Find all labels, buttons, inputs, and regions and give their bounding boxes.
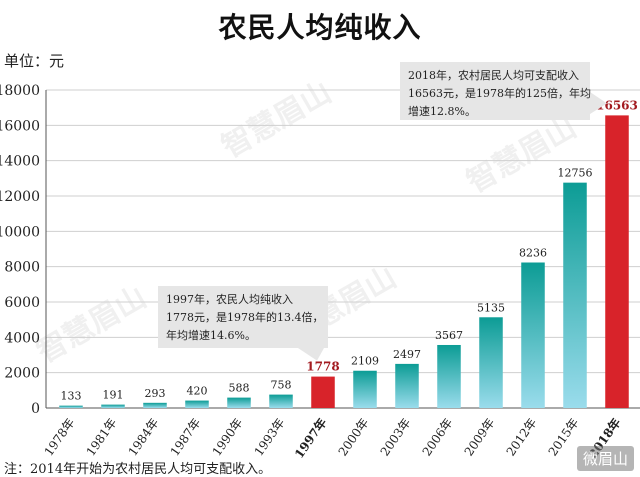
- bar: [395, 363, 419, 408]
- bar: [563, 182, 587, 408]
- x-tick-label: 2006年: [420, 416, 456, 459]
- bar: [437, 344, 461, 408]
- y-tick-label: 16000: [0, 118, 40, 134]
- x-tick-label: 1984年: [126, 416, 162, 459]
- data-label: 2497: [393, 348, 421, 361]
- bar: [101, 404, 125, 408]
- y-tick-label: 6000: [4, 295, 40, 311]
- unit-label: 单位：元: [4, 52, 65, 70]
- x-tick-label: 2003年: [378, 416, 414, 459]
- callout-text: 增速12.8%。: [408, 104, 476, 118]
- y-tick-label: 0: [31, 401, 40, 417]
- chart-title: 农民人均纯收入: [218, 11, 422, 44]
- x-tick-label: 1987年: [168, 416, 204, 459]
- bar: [269, 394, 293, 408]
- x-tick-label: 1990年: [210, 416, 246, 459]
- footnote: 注：2014年开始为农村居民人均可支配收入。: [4, 462, 272, 477]
- y-tick-label: 2000: [4, 366, 40, 382]
- y-tick-label: 14000: [0, 154, 40, 170]
- x-tick-label: 1993年: [252, 416, 288, 459]
- data-label: 758: [271, 379, 292, 392]
- y-tick-label: 18000: [0, 83, 40, 99]
- data-label: 12756: [558, 167, 593, 180]
- bar: [479, 317, 503, 408]
- x-tick-label: 2012年: [504, 416, 540, 459]
- x-tick-label: 2000年: [336, 416, 372, 459]
- bar: [521, 262, 545, 408]
- brand-badge: 微眉山: [576, 446, 634, 471]
- bar: [185, 400, 209, 408]
- y-tick-label: 12000: [0, 189, 40, 205]
- bar: [59, 405, 83, 408]
- data-label: 5135: [477, 301, 505, 314]
- data-label: 16563: [596, 98, 638, 112]
- data-label: 3567: [435, 329, 463, 342]
- x-tick-label: 1997年: [291, 415, 329, 461]
- bar: [311, 376, 335, 408]
- x-tick-label: 1981年: [84, 416, 120, 459]
- y-tick-label: 4000: [4, 330, 40, 346]
- callout-box: [158, 286, 328, 348]
- callout-box: [400, 62, 590, 120]
- data-label: 191: [103, 389, 124, 402]
- y-tick-label: 10000: [0, 224, 40, 240]
- data-label: 420: [187, 385, 208, 398]
- bar: [353, 370, 377, 408]
- data-label: 133: [61, 390, 82, 403]
- callout-text: 1778元，是1978年的13.4倍，: [166, 310, 323, 324]
- x-tick-label: 1978年: [42, 416, 78, 459]
- data-label: 588: [229, 382, 250, 395]
- callout-text: 1997年，农民人均纯收入: [166, 292, 293, 306]
- y-tick-label: 8000: [4, 260, 40, 276]
- callout-pointer: [590, 92, 607, 114]
- data-label: 2109: [351, 355, 379, 368]
- data-label: 1778: [306, 360, 339, 374]
- bar: [143, 402, 167, 408]
- data-label: 8236: [519, 246, 547, 259]
- callout-text: 年均增速14.6%。: [166, 328, 256, 342]
- bar: [227, 397, 251, 408]
- callout-text: 2018年，农村居民人均可支配收入: [408, 68, 579, 82]
- callout-pointer: [298, 348, 324, 361]
- bar: [605, 115, 629, 409]
- x-tick-label: 2009年: [462, 416, 498, 459]
- callout-text: 16563元，是1978年的125倍，年均: [408, 86, 591, 100]
- data-label: 293: [145, 387, 166, 400]
